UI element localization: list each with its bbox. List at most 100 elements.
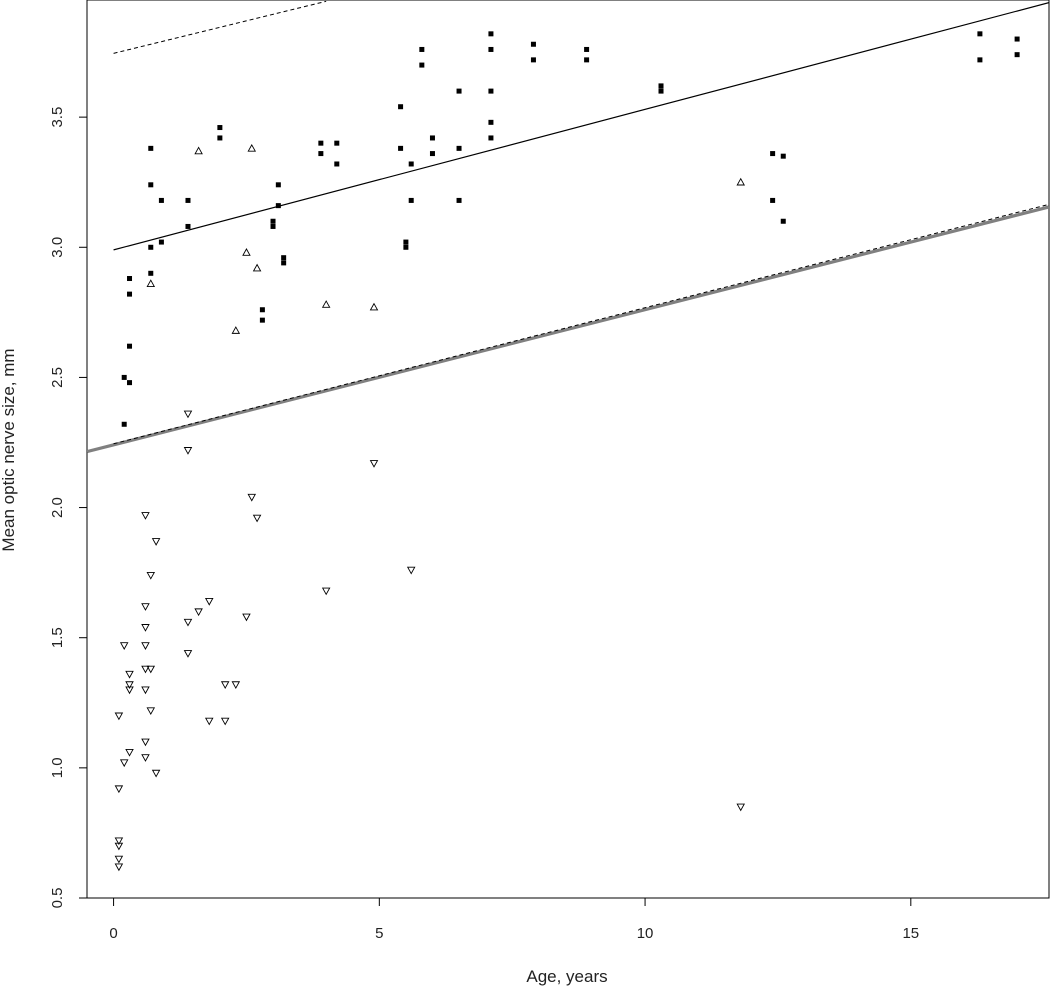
x-tick-label: 10 [637, 925, 654, 942]
point-square [127, 380, 133, 386]
x-axis: 0 5 10 15 [109, 898, 919, 942]
point-square [318, 140, 324, 146]
point-triangle-down [125, 748, 134, 757]
point-square [1014, 36, 1020, 42]
x-axis-label: Age, years [526, 967, 607, 986]
point-triangle-up [146, 279, 156, 287]
point-square [148, 182, 154, 188]
point-square [398, 104, 404, 110]
point-triangle-up [321, 300, 331, 308]
y-axis: 0.5 1.0 1.5 2.0 2.5 3.0 3.5 [49, 107, 87, 909]
point-triangle-down [141, 754, 150, 762]
point-square [121, 374, 127, 380]
point-square [334, 161, 340, 167]
point-square [185, 197, 191, 203]
point-square [488, 135, 494, 141]
point-square [217, 125, 223, 131]
point-square [408, 197, 414, 203]
point-square [408, 161, 414, 167]
reference-line-1 [113, 2, 1049, 251]
point-triangle-down [146, 665, 156, 674]
point-square [148, 270, 154, 276]
point-triangle-down [194, 608, 203, 617]
point-triangle-down [125, 670, 134, 679]
point-triangle-down [247, 493, 257, 502]
point-square [429, 151, 435, 157]
point-triangle-down [220, 717, 230, 726]
point-triangle-down [141, 665, 150, 674]
point-triangle-down [183, 650, 193, 658]
point-triangle-down [141, 686, 150, 695]
point-triangle-down [114, 855, 124, 864]
point-triangle-down [736, 803, 745, 812]
point-square [530, 41, 536, 47]
point-triangle-down [114, 712, 124, 721]
point-triangle-down [220, 681, 230, 689]
reference-line-2 [87, 205, 1049, 454]
point-triangle-down [242, 613, 251, 622]
y-tick-label: 3.0 [49, 237, 66, 258]
point-triangle-down [114, 785, 124, 794]
point-triangle-down [406, 566, 416, 575]
point-square [270, 223, 276, 229]
point-square [270, 218, 276, 224]
point-square [977, 57, 983, 63]
point-square [419, 46, 425, 52]
point-square [488, 88, 494, 94]
point-square [1014, 52, 1020, 58]
x-tick-label: 5 [375, 925, 383, 942]
point-triangle-down [183, 618, 193, 627]
point-square [259, 317, 265, 323]
point-square [456, 88, 462, 94]
x-tick-label: 15 [902, 925, 919, 942]
point-square [658, 88, 664, 94]
point-square [429, 135, 435, 141]
point-triangle-down [125, 681, 134, 689]
point-triangle-down [146, 707, 156, 716]
point-square [275, 182, 281, 188]
point-triangle-down [252, 514, 262, 523]
y-axis-label: Mean optic nerve size, mm [0, 348, 18, 551]
point-triangle-down [141, 642, 150, 650]
y-tick-label: 0.5 [49, 888, 66, 909]
point-triangle-down [151, 769, 161, 778]
point-square [488, 31, 494, 37]
point-square [780, 218, 786, 224]
reference-line-4 [113, 0, 327, 54]
x-tick-label: 0 [109, 925, 117, 942]
point-square [148, 145, 154, 151]
y-tick-label: 1.0 [49, 757, 66, 778]
point-square [780, 153, 786, 159]
plot-frame [86, 0, 1050, 899]
point-square [127, 291, 133, 297]
point-square [121, 421, 127, 427]
point-triangle-down [204, 598, 214, 606]
point-triangle-up [252, 263, 262, 272]
point-triangle-down [119, 642, 129, 650]
point-square [530, 57, 536, 63]
point-square [584, 57, 590, 63]
point-triangle-down [114, 863, 124, 872]
point-triangle-up [369, 302, 379, 311]
point-square [456, 145, 462, 151]
point-triangle-up [231, 326, 241, 334]
point-square [403, 239, 409, 245]
point-triangle-up [247, 143, 257, 152]
point-square [488, 46, 494, 52]
point-square [217, 135, 223, 141]
point-triangle-down [183, 410, 193, 419]
point-square [334, 140, 340, 146]
point-square [185, 223, 191, 229]
point-triangle-down [369, 460, 379, 468]
point-square [658, 83, 664, 89]
point-square [977, 31, 983, 37]
point-square [158, 197, 164, 203]
point-triangle-down [114, 842, 124, 851]
point-triangle-down [151, 538, 161, 546]
point-square [158, 239, 164, 245]
point-triangle-down [125, 686, 134, 695]
y-tick-label: 3.5 [49, 107, 66, 128]
point-triangle-up [242, 248, 251, 256]
data-points [114, 31, 1020, 872]
point-square [127, 343, 133, 349]
